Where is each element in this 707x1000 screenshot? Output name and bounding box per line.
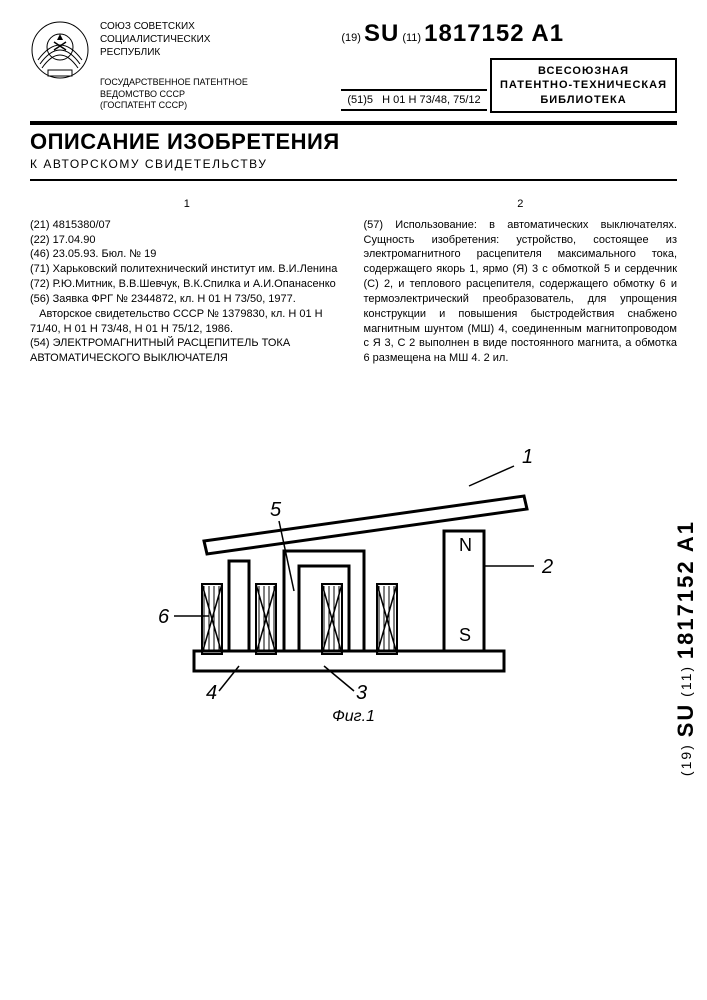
divider-bottom (30, 179, 677, 181)
column-number-1: 1 (30, 197, 344, 212)
ref-3: 3 (356, 682, 367, 701)
pole-s: S (459, 625, 471, 645)
left-column-text: (21) 4815380/07 (22) 17.04.90 (46) 23.05… (30, 218, 344, 366)
figure-label: Фиг.1 (30, 708, 677, 726)
republic-name: СОЮЗ СОВЕТСКИХ СОЦИАЛИСТИЧЕСКИХ РЕСПУБЛИ… (100, 20, 331, 59)
divider-top (30, 121, 677, 125)
side-country: SU (673, 703, 698, 738)
side-code-11: (11) (678, 665, 694, 697)
column-number-2: 2 (364, 197, 678, 212)
ipc-codes: H 01 H 73/48, 75/12 (382, 94, 480, 106)
publication-number: (19) SU (11) 1817152 A1 (341, 20, 677, 48)
library-stamp: ВСЕСОЮЗНАЯ ПАТЕНТНО-ТЕХНИЧЕСКАЯ БИБЛИОТЕ… (490, 58, 677, 113)
side-number: 1817152 A1 (673, 520, 698, 659)
document-title: ОПИСАНИЕ ИЗОБРЕТЕНИЯ (30, 129, 340, 155)
patent-number: 1817152 A1 (424, 20, 564, 47)
side-code-19: (19) (678, 743, 694, 776)
code-51: (51)5 (347, 94, 373, 106)
pole-n: N (459, 535, 472, 555)
stamp-line-3: БИБЛИОТЕКА (500, 93, 667, 107)
ipc-classification: (51)5 H 01 H 73/48, 75/12 (341, 89, 486, 111)
ref-4: 4 (206, 682, 217, 701)
state-emblem (30, 20, 90, 80)
side-publication-number: (19) SU (11) 1817152 A1 (673, 520, 699, 776)
stamp-line-1: ВСЕСОЮЗНАЯ (500, 64, 667, 78)
right-column-text: (57) Использование: в автоматических вык… (364, 218, 678, 366)
ref-5: 5 (270, 499, 282, 521)
code-19: (19) (341, 32, 361, 44)
country-code: SU (364, 20, 399, 47)
document-subtitle: К АВТОРСКОМУ СВИДЕТЕЛЬСТВУ (30, 157, 677, 171)
ref-2: 2 (541, 556, 553, 578)
agency-name: ГОСУДАРСТВЕННОЕ ПАТЕНТНОЕ ВЕДОМСТВО СССР… (100, 77, 331, 112)
code-11: (11) (402, 32, 421, 44)
ref-1: 1 (522, 446, 533, 468)
figure-1: 1 2 3 4 5 6 N S Фиг.1 (30, 391, 677, 726)
ref-6: 6 (158, 606, 170, 628)
stamp-line-2: ПАТЕНТНО-ТЕХНИЧЕСКАЯ (500, 78, 667, 92)
